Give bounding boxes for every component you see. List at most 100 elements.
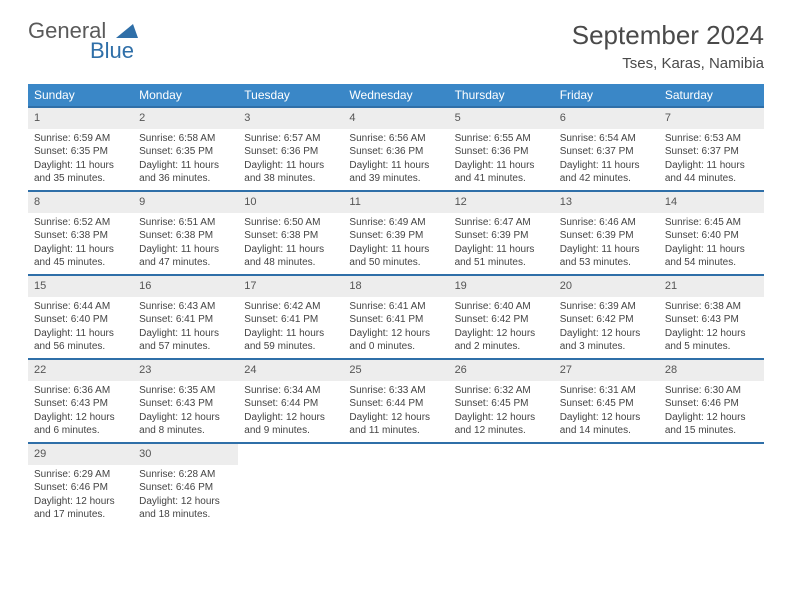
day-number: 24: [238, 360, 343, 381]
sunset-text: Sunset: 6:38 PM: [244, 229, 337, 243]
day-body: Sunrise: 6:43 AMSunset: 6:41 PMDaylight:…: [133, 297, 238, 358]
sunset-text: Sunset: 6:37 PM: [665, 145, 758, 159]
day-body: Sunrise: 6:31 AMSunset: 6:45 PMDaylight:…: [554, 381, 659, 442]
calendar-cell: 29Sunrise: 6:29 AMSunset: 6:46 PMDayligh…: [28, 443, 133, 526]
calendar-cell: 4Sunrise: 6:56 AMSunset: 6:36 PMDaylight…: [343, 107, 448, 191]
location: Tses, Karas, Namibia: [572, 55, 764, 72]
sunrise-text: Sunrise: 6:31 AM: [560, 384, 653, 398]
calendar-cell: 13Sunrise: 6:46 AMSunset: 6:39 PMDayligh…: [554, 191, 659, 275]
calendar-cell: 17Sunrise: 6:42 AMSunset: 6:41 PMDayligh…: [238, 275, 343, 359]
daylight-text-1: Daylight: 11 hours: [34, 327, 127, 341]
calendar-row: 22Sunrise: 6:36 AMSunset: 6:43 PMDayligh…: [28, 359, 764, 443]
daylight-text-1: Daylight: 11 hours: [349, 159, 442, 173]
daylight-text-2: and 44 minutes.: [665, 172, 758, 186]
sunrise-text: Sunrise: 6:56 AM: [349, 132, 442, 146]
calendar-cell: 24Sunrise: 6:34 AMSunset: 6:44 PMDayligh…: [238, 359, 343, 443]
daylight-text-1: Daylight: 12 hours: [349, 411, 442, 425]
day-body: Sunrise: 6:42 AMSunset: 6:41 PMDaylight:…: [238, 297, 343, 358]
daylight-text-2: and 3 minutes.: [560, 340, 653, 354]
day-number: 15: [28, 276, 133, 297]
day-body: Sunrise: 6:33 AMSunset: 6:44 PMDaylight:…: [343, 381, 448, 442]
sunset-text: Sunset: 6:46 PM: [34, 481, 127, 495]
month-title: September 2024: [572, 20, 764, 51]
sunrise-text: Sunrise: 6:49 AM: [349, 216, 442, 230]
calendar-cell: [554, 443, 659, 526]
calendar-cell: 27Sunrise: 6:31 AMSunset: 6:45 PMDayligh…: [554, 359, 659, 443]
weekday-monday: Monday: [133, 84, 238, 107]
sunrise-text: Sunrise: 6:54 AM: [560, 132, 653, 146]
day-body: Sunrise: 6:40 AMSunset: 6:42 PMDaylight:…: [449, 297, 554, 358]
calendar-cell: 16Sunrise: 6:43 AMSunset: 6:41 PMDayligh…: [133, 275, 238, 359]
sunset-text: Sunset: 6:43 PM: [139, 397, 232, 411]
day-number: 23: [133, 360, 238, 381]
daylight-text-2: and 54 minutes.: [665, 256, 758, 270]
calendar-cell: 22Sunrise: 6:36 AMSunset: 6:43 PMDayligh…: [28, 359, 133, 443]
weekday-saturday: Saturday: [659, 84, 764, 107]
calendar-cell: 11Sunrise: 6:49 AMSunset: 6:39 PMDayligh…: [343, 191, 448, 275]
calendar-cell: 20Sunrise: 6:39 AMSunset: 6:42 PMDayligh…: [554, 275, 659, 359]
day-body: Sunrise: 6:34 AMSunset: 6:44 PMDaylight:…: [238, 381, 343, 442]
day-body: Sunrise: 6:58 AMSunset: 6:35 PMDaylight:…: [133, 129, 238, 190]
sunrise-text: Sunrise: 6:58 AM: [139, 132, 232, 146]
calendar-cell: 30Sunrise: 6:28 AMSunset: 6:46 PMDayligh…: [133, 443, 238, 526]
calendar-cell: 21Sunrise: 6:38 AMSunset: 6:43 PMDayligh…: [659, 275, 764, 359]
calendar-cell: 8 Sunrise: 6:52 AMSunset: 6:38 PMDaylight…: [28, 191, 133, 275]
sunrise-text: Sunrise: 6:52 AM: [34, 216, 127, 230]
calendar-cell: 25Sunrise: 6:33 AMSunset: 6:44 PMDayligh…: [343, 359, 448, 443]
daylight-text-2: and 9 minutes.: [244, 424, 337, 438]
daylight-text-2: and 38 minutes.: [244, 172, 337, 186]
sunrise-text: Sunrise: 6:45 AM: [665, 216, 758, 230]
daylight-text-1: Daylight: 12 hours: [349, 327, 442, 341]
day-body: Sunrise: 6:47 AMSunset: 6:39 PMDaylight:…: [449, 213, 554, 274]
sunset-text: Sunset: 6:37 PM: [560, 145, 653, 159]
daylight-text-2: and 15 minutes.: [665, 424, 758, 438]
sunrise-text: Sunrise: 6:30 AM: [665, 384, 758, 398]
day-body: Sunrise: 6:44 AMSunset: 6:40 PMDaylight:…: [28, 297, 133, 358]
calendar-cell: 12Sunrise: 6:47 AMSunset: 6:39 PMDayligh…: [449, 191, 554, 275]
sunrise-text: Sunrise: 6:51 AM: [139, 216, 232, 230]
day-number: 1: [28, 108, 133, 129]
daylight-text-2: and 47 minutes.: [139, 256, 232, 270]
day-number: 14: [659, 192, 764, 213]
day-number: 20: [554, 276, 659, 297]
day-body: Sunrise: 6:35 AMSunset: 6:43 PMDaylight:…: [133, 381, 238, 442]
sunrise-text: Sunrise: 6:32 AM: [455, 384, 548, 398]
sunset-text: Sunset: 6:38 PM: [34, 229, 127, 243]
daylight-text-1: Daylight: 12 hours: [560, 411, 653, 425]
daylight-text-1: Daylight: 12 hours: [665, 411, 758, 425]
sunset-text: Sunset: 6:39 PM: [455, 229, 548, 243]
daylight-text-1: Daylight: 11 hours: [455, 243, 548, 257]
sunset-text: Sunset: 6:46 PM: [139, 481, 232, 495]
sunset-text: Sunset: 6:45 PM: [560, 397, 653, 411]
sunset-text: Sunset: 6:43 PM: [665, 313, 758, 327]
daylight-text-2: and 17 minutes.: [34, 508, 127, 522]
daylight-text-2: and 2 minutes.: [455, 340, 548, 354]
daylight-text-2: and 57 minutes.: [139, 340, 232, 354]
sunset-text: Sunset: 6:46 PM: [665, 397, 758, 411]
day-number: 8: [28, 192, 133, 213]
sunrise-text: Sunrise: 6:36 AM: [34, 384, 127, 398]
daylight-text-2: and 5 minutes.: [665, 340, 758, 354]
calendar-cell: 3Sunrise: 6:57 AMSunset: 6:36 PMDaylight…: [238, 107, 343, 191]
daylight-text-2: and 48 minutes.: [244, 256, 337, 270]
sunrise-text: Sunrise: 6:41 AM: [349, 300, 442, 314]
calendar-cell: [659, 443, 764, 526]
sunrise-text: Sunrise: 6:43 AM: [139, 300, 232, 314]
calendar-cell: 7Sunrise: 6:53 AMSunset: 6:37 PMDaylight…: [659, 107, 764, 191]
daylight-text-1: Daylight: 11 hours: [34, 243, 127, 257]
day-number: 21: [659, 276, 764, 297]
day-body: Sunrise: 6:59 AMSunset: 6:35 PMDaylight:…: [28, 129, 133, 190]
daylight-text-2: and 39 minutes.: [349, 172, 442, 186]
sunrise-text: Sunrise: 6:42 AM: [244, 300, 337, 314]
day-number: 6: [554, 108, 659, 129]
header: General Blue September 2024 Tses, Karas,…: [28, 20, 764, 72]
logo-word-blue: Blue: [90, 40, 138, 62]
day-number: 27: [554, 360, 659, 381]
day-body: Sunrise: 6:32 AMSunset: 6:45 PMDaylight:…: [449, 381, 554, 442]
daylight-text-1: Daylight: 11 hours: [665, 243, 758, 257]
sunset-text: Sunset: 6:39 PM: [349, 229, 442, 243]
calendar-cell: 2Sunrise: 6:58 AMSunset: 6:35 PMDaylight…: [133, 107, 238, 191]
daylight-text-1: Daylight: 11 hours: [560, 243, 653, 257]
calendar-cell: 28Sunrise: 6:30 AMSunset: 6:46 PMDayligh…: [659, 359, 764, 443]
day-body: Sunrise: 6:39 AMSunset: 6:42 PMDaylight:…: [554, 297, 659, 358]
